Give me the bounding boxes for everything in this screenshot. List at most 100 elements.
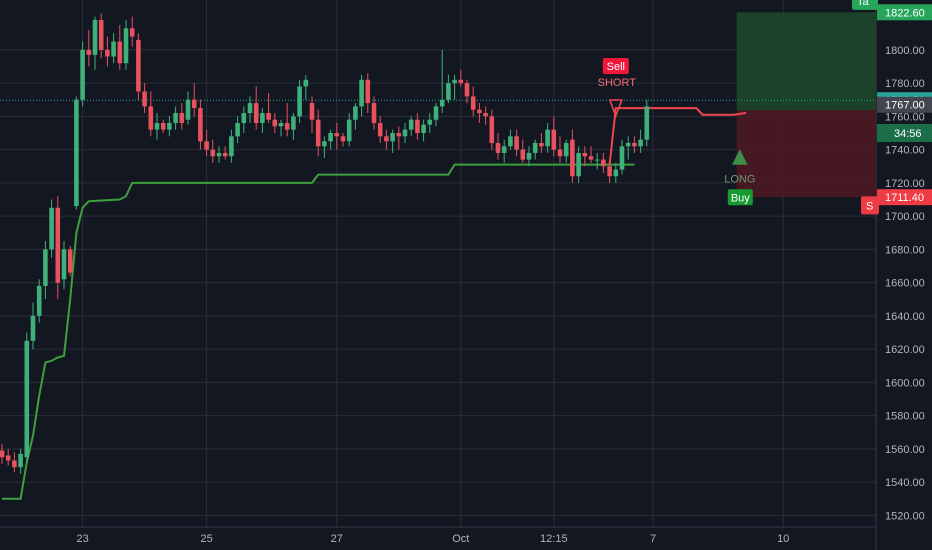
candle-body <box>346 119 352 142</box>
candle-body <box>353 106 358 120</box>
price-tag-text: 1711.40 <box>885 192 924 204</box>
candle <box>452 74 457 100</box>
candle-body <box>570 139 575 177</box>
price-tag: 1767.00 <box>877 96 932 113</box>
candle <box>483 106 488 125</box>
candle-body <box>501 146 507 153</box>
candle <box>154 113 160 140</box>
candle-body <box>315 119 321 147</box>
candle-body <box>86 49 92 55</box>
sell-tag-bg <box>602 58 629 75</box>
candle <box>588 146 594 163</box>
candle <box>123 19 129 70</box>
candle-body <box>49 207 54 250</box>
candle <box>501 139 507 163</box>
candle-body <box>532 142 538 153</box>
candle <box>477 103 482 124</box>
indicator-line-1 <box>608 107 747 165</box>
candle-body <box>105 49 110 57</box>
candle-body <box>588 156 594 160</box>
candle <box>458 69 464 87</box>
candle-body <box>204 141 209 150</box>
candle <box>160 119 166 133</box>
candle-body <box>36 285 42 316</box>
candle-body <box>198 108 203 142</box>
y-tick-label: 1620.00 <box>885 344 925 356</box>
candle-body <box>148 106 154 130</box>
candle <box>322 136 327 158</box>
candle-body <box>489 116 495 143</box>
candle <box>365 73 371 114</box>
time-axis[interactable]: 23 25 27 Oct 12:15 7 10 <box>76 533 789 545</box>
edge-tag-text: Ta <box>857 0 870 8</box>
candle <box>464 79 470 104</box>
candle <box>315 109 321 157</box>
candle-body <box>371 103 377 124</box>
candle <box>229 129 234 163</box>
candle <box>24 332 30 463</box>
candle <box>415 113 420 140</box>
candle-body <box>526 152 532 160</box>
y-tick-label: 1600.00 <box>885 377 925 389</box>
candle-body <box>359 79 364 107</box>
candle <box>297 79 302 124</box>
candle <box>167 116 172 137</box>
candle-body <box>167 123 172 130</box>
candle-body <box>551 129 557 150</box>
candle <box>638 129 643 153</box>
candle-body <box>43 249 48 286</box>
candle <box>5 448 11 466</box>
candle-body <box>495 142 501 153</box>
candle <box>253 86 259 130</box>
candle <box>532 139 538 160</box>
candle-body <box>247 103 253 114</box>
candle-body <box>260 113 265 124</box>
x-tick-label: 10 <box>777 533 789 545</box>
candle-body <box>272 119 278 127</box>
candle-body <box>427 119 433 125</box>
candle <box>427 113 433 133</box>
candle-body <box>384 136 389 142</box>
candle-body <box>340 136 346 142</box>
candle-body <box>30 315 36 341</box>
candle <box>353 103 358 130</box>
candle <box>334 123 340 150</box>
candle <box>0 443 5 464</box>
y-tick-label: 1720.00 <box>885 178 925 190</box>
candle <box>284 103 290 137</box>
candle-body <box>154 123 160 130</box>
candle <box>557 136 563 163</box>
candle-body <box>80 49 85 100</box>
candle-body <box>98 19 104 50</box>
candle <box>136 33 141 100</box>
candle <box>67 246 73 276</box>
candle-body <box>241 113 247 124</box>
indicator-line-0 <box>2 163 635 500</box>
candle-body <box>129 28 135 37</box>
candle <box>359 74 364 117</box>
candle <box>129 16 135 47</box>
candle-body <box>644 106 650 140</box>
candle <box>520 139 526 163</box>
candle-body <box>185 99 191 120</box>
candle <box>644 99 650 147</box>
candle-body <box>24 340 30 458</box>
candle <box>260 108 265 133</box>
candle-body <box>61 249 67 280</box>
candle <box>235 116 240 143</box>
candle <box>619 139 625 175</box>
sell-tag: Sell <box>607 61 625 73</box>
candle-body <box>111 41 116 57</box>
candle <box>613 162 619 183</box>
candle <box>508 129 513 150</box>
candle-body <box>235 123 240 137</box>
candle <box>421 119 426 142</box>
price-axis[interactable]: 1520.00 1540.00 1560.00 1580.00 1600.00 1620.… <box>885 45 925 522</box>
candle <box>12 452 17 473</box>
candle <box>396 126 402 150</box>
candle <box>74 96 79 210</box>
candle <box>408 116 414 137</box>
candle <box>80 41 85 107</box>
buy-tag-bg <box>727 189 753 206</box>
